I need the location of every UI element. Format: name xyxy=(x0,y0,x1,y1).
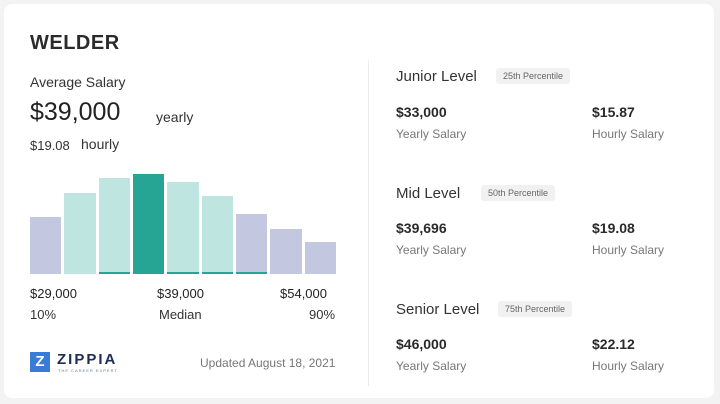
average-salary-label: Average Salary xyxy=(30,74,126,90)
zippia-logo-tagline: THE CAREER EXPERT xyxy=(58,368,118,373)
salary-distribution-chart xyxy=(30,170,336,274)
histogram-bar-marker xyxy=(201,272,233,274)
junior-hourly-value: $15.87 xyxy=(592,104,635,120)
senior-yearly-value: $46,000 xyxy=(396,336,447,352)
senior-hourly-value: $22.12 xyxy=(592,336,635,352)
zippia-logo-icon: Z xyxy=(30,352,50,372)
histogram-bar xyxy=(304,241,336,274)
histogram-bar xyxy=(64,192,96,274)
chart-low-value: $29,000 xyxy=(30,286,77,301)
mid-percentile-badge: 50th Percentile xyxy=(481,185,556,201)
chart-low-percentile: 10% xyxy=(30,307,57,322)
histogram-bar-marker xyxy=(167,272,199,274)
junior-percentile-badge: 25th Percentile xyxy=(496,68,571,84)
senior-yearly-label: Yearly Salary xyxy=(396,359,467,373)
histogram-bar xyxy=(30,216,62,274)
histogram-bar-marker xyxy=(133,272,165,274)
senior-percentile-badge: 75th Percentile xyxy=(498,301,573,317)
zippia-logo-name: ZIPPIA xyxy=(57,351,118,368)
chart-median-label: Median xyxy=(159,307,202,322)
mid-hourly-value: $19.08 xyxy=(592,220,635,236)
mid-level-title: Mid Level xyxy=(396,185,461,202)
histogram-bar-marker xyxy=(98,272,130,274)
histogram-bar xyxy=(236,213,268,274)
average-yearly-value: $39,000 xyxy=(30,98,121,126)
average-yearly-unit: yearly xyxy=(156,109,194,125)
histogram-bar-marker xyxy=(236,272,268,274)
salary-card: WELDER Average Salary $39,000 yearly $19… xyxy=(4,4,714,398)
mid-yearly-value: $39,696 xyxy=(396,220,447,236)
junior-yearly-value: $33,000 xyxy=(396,104,447,120)
senior-level-title: Senior Level xyxy=(396,301,480,318)
chart-high-percentile: 90% xyxy=(309,307,336,322)
average-hourly-value: $19.08 xyxy=(30,138,70,153)
junior-level-title: Junior Level xyxy=(396,68,477,85)
mid-yearly-label: Yearly Salary xyxy=(396,243,467,257)
senior-hourly-label: Hourly Salary xyxy=(592,359,665,373)
junior-yearly-label: Yearly Salary xyxy=(396,127,467,141)
histogram-bar xyxy=(133,174,165,274)
job-title: WELDER xyxy=(30,32,120,54)
column-divider xyxy=(368,60,369,386)
histogram-bar xyxy=(98,178,130,274)
junior-hourly-label: Hourly Salary xyxy=(592,127,665,141)
chart-high-value: $54,000 xyxy=(280,286,327,301)
average-hourly-unit: hourly xyxy=(81,136,120,152)
histogram-bar xyxy=(270,229,302,274)
histogram-bar xyxy=(167,182,199,274)
histogram-bar xyxy=(201,196,233,274)
chart-median-value: $39,000 xyxy=(157,286,204,301)
updated-date: Updated August 18, 2021 xyxy=(200,356,336,370)
mid-hourly-label: Hourly Salary xyxy=(592,243,665,257)
